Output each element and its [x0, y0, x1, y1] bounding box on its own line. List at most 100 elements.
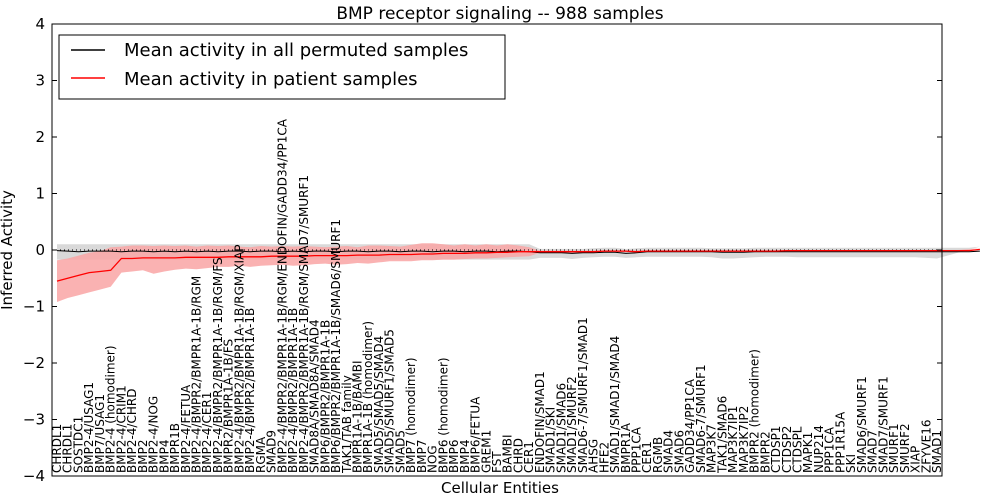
x-tick-label: CHRD	[512, 438, 526, 473]
x-tick-label: BMP7	[415, 440, 429, 473]
y-tick-label: 0	[35, 241, 45, 259]
x-tick-label: CTDSP1	[769, 426, 783, 473]
x-tick-label: BMP2-4/USAG1	[82, 382, 96, 473]
x-tick-label: BMP2-4/BMPR2/BMPR1A-1B/RGM/ENDOFIN/GADD3…	[275, 118, 289, 473]
x-tick-label: BMP7/USAG1	[93, 394, 107, 473]
x-tick-label: PPP1CA	[823, 426, 837, 473]
x-tick-label: GREM1	[479, 430, 493, 473]
x-tick-label: SMAD6	[672, 430, 686, 473]
legend: Mean activity in all permuted samples Me…	[58, 34, 506, 100]
x-tick-label: BMP2-4/BMPR2/BMPR1A-1B/RGM/FS	[211, 257, 225, 473]
x-axis-label: Cellular Entities	[441, 479, 559, 497]
x-tick-label: SMAD1/SMURF2	[565, 376, 579, 473]
y-axis: −4 −3 −2 −1 0 1 2 3 4	[23, 15, 942, 485]
x-tick-label: MAP3K7	[705, 424, 719, 473]
y-tick-label: −1	[23, 298, 45, 316]
x-tick-label: MAP3K7IP1	[726, 406, 740, 473]
x-tick-label: TAK1/TAB family	[340, 375, 354, 474]
x-tick-label: BMP4	[157, 440, 171, 473]
x-tick-label: BMP7 (homodimer)	[404, 357, 418, 473]
x-tick-label: BMPR1A-1B (homodimer)	[361, 321, 375, 473]
x-tick-label: SMAD6-7/SMURF1	[694, 364, 708, 473]
y-tick-label: −2	[23, 354, 45, 372]
legend-label-permuted: Mean activity in all permuted samples	[124, 40, 468, 61]
x-tick-label: PPP1CA	[630, 426, 644, 473]
x-tick-label: BMP6/FETUA	[469, 396, 483, 473]
x-tick-label: CER1	[522, 441, 536, 473]
legend-box	[58, 34, 506, 100]
y-tick-label: −3	[23, 411, 45, 429]
legend-label-patient: Mean activity in patient samples	[124, 69, 418, 90]
x-tick-label: SMAD6-7/SMURF1/SMAD1	[576, 317, 590, 473]
x-tick-label: BAMBI	[501, 434, 515, 473]
x-tick-label: BMPR1A	[619, 422, 633, 473]
x-tick-label: BMP6 (homodimer)	[436, 357, 450, 473]
x-tick-label: BMP6/BMPR2/BMPR1A-1B	[318, 320, 332, 473]
x-tick-labels: CHRDL1CHRDL1SOSTDC1BMP2-4/USAG1BMP7/USAG…	[50, 118, 944, 474]
x-tick-label: ENDOFIN/SMAD1	[533, 371, 547, 473]
x-tick-label: SOSTDC1	[72, 416, 86, 473]
x-tick-label: BMPR1B	[168, 423, 182, 473]
y-tick-label: 3	[35, 72, 45, 90]
x-tick-label: BMP6/BMPR2/BMPR1A-1B/SMAD6/SMURF1	[329, 219, 343, 473]
x-tick-label: BMP2-4/NOG	[147, 396, 161, 473]
x-tick-label: CTDSP2	[780, 426, 794, 473]
x-tick-label: XIAP	[909, 446, 923, 473]
series-lines	[56, 248, 980, 282]
x-tick-label: NOG	[426, 445, 440, 473]
x-tick-label: TAK1/SMAD6	[715, 396, 729, 474]
plot-frame	[51, 23, 943, 477]
x-tick-label: SKI	[844, 454, 858, 473]
x-tick-label: SMURF2	[898, 423, 912, 473]
band-patient	[57, 243, 980, 302]
x-tick-label: CER1	[640, 441, 654, 473]
x-tick-label: BMP2-4/BMPR2/BMPR1A-1B/RGM	[190, 276, 204, 473]
x-tick-label: CHRDL1	[61, 424, 75, 473]
x-tick-label: SMAD7/SMURF1	[876, 376, 890, 473]
x-tick-label: MAP3K7IP2	[737, 406, 751, 473]
y-tick-label: 4	[35, 15, 45, 33]
x-tick-label: BMP2-4 (homodimer)	[104, 345, 118, 473]
y-axis-label: Inferred Activity	[0, 190, 16, 310]
x-tick-label: SMAD7	[866, 430, 880, 473]
x-tick-label: BMP2	[136, 440, 150, 473]
x-tick-label: RGMB	[651, 437, 665, 473]
x-tick-label: BMPR2/BMPR1A-1B/FS	[222, 339, 236, 473]
x-tick-label: CTDSPL	[791, 426, 805, 473]
x-tick-label: SMAD6/SMURF1	[855, 376, 869, 473]
x-tick-label: BMP2-4/BMPR2/BMPR1A-1B/RGM/SMAD7/SMURF1	[297, 175, 311, 473]
x-tick-label: BMP2-4/BMPR2/BMPR1A-1B/RGM/XIAP	[232, 244, 246, 473]
x-tick-label: FST	[490, 451, 504, 473]
x-tick-label: SMAD5/SMURF1/SMAD5	[383, 329, 397, 473]
x-tick-label: BMP4	[458, 440, 472, 473]
line-patient	[56, 248, 980, 282]
chart-title: BMP receptor signaling -- 988 samples	[336, 4, 663, 24]
x-tick-label: SMAD8A/SMAD8A/SMAD4	[308, 319, 322, 473]
x-tick-label: PPP1R15A	[833, 411, 847, 473]
x-tick-label: NUP214	[812, 425, 826, 473]
y-tick-label: −4	[23, 467, 45, 485]
x-tick-label: BMP2-4/FETUA	[179, 384, 193, 473]
y-tick-label: 1	[35, 185, 45, 203]
x-tick-label: SMAD1/SMAD6	[554, 383, 568, 473]
x-tick-label: BMP2-4/CRIM1	[114, 385, 128, 473]
x-tick-label: SMAD1/SMAD1/SMAD4	[608, 336, 622, 473]
x-tick-label: BMPR2	[758, 431, 772, 473]
x-tick-label: BMP6	[447, 440, 461, 473]
x-tick-label: HFE2	[597, 442, 611, 473]
x-tick-label: BMP2-4/BMPR2/BMPR1A-1B	[243, 308, 257, 473]
x-tick-label: SMAD5	[393, 430, 407, 473]
x-tick-label: SMAD9	[265, 430, 279, 473]
x-tick-label: BMPR2 (homodimer)	[748, 349, 762, 473]
x-tick-label: CHRDL1	[50, 424, 64, 473]
x-tick-label: SMAD4	[662, 430, 676, 473]
x-tick-label: BMPR1A-1B/BAMBI	[351, 360, 365, 473]
y-tick-label: 2	[35, 128, 45, 146]
x-tick-label: BMP2-4/CHRD	[125, 389, 139, 473]
x-tick-label: BMP2-4/CER1	[200, 392, 214, 473]
x-tick-label: AHSG	[587, 439, 601, 473]
x-tick-label: GADD34/PP1CA	[683, 378, 697, 473]
x-tick-label: ZFYVE16	[919, 419, 933, 473]
x-tick-label: BMP2-4/BMPR2/BMPR1A-1B	[286, 308, 300, 473]
